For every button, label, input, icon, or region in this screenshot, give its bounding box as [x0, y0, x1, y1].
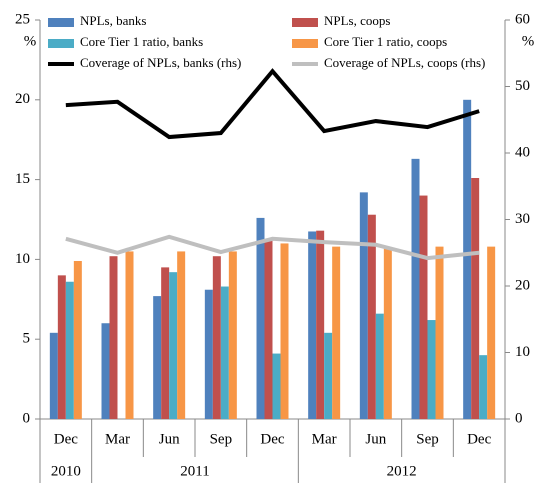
legend-label: Coverage of NPLs, banks (rhs): [80, 55, 241, 70]
year-label: 2012: [387, 463, 417, 479]
bar: [471, 178, 480, 419]
bar: [73, 260, 82, 419]
bar: [65, 281, 74, 419]
bar: [280, 243, 289, 419]
bar: [359, 192, 368, 419]
legend-swatch: [292, 18, 318, 27]
y2-tick-label: 60: [515, 11, 530, 27]
y2-tick-label: 40: [515, 144, 530, 160]
y2-tick-label: 20: [515, 277, 530, 293]
x-tick-label: Sep: [210, 431, 233, 447]
bar: [264, 240, 273, 419]
x-tick-label: Mar: [312, 431, 337, 447]
x-tick-label: Sep: [416, 431, 439, 447]
legend-swatch: [48, 18, 74, 27]
x-tick-label: Dec: [260, 431, 284, 447]
y2-unit: %: [522, 33, 535, 49]
line-series: [65, 68, 480, 140]
bar: [411, 158, 420, 420]
y2-tick-label: 0: [515, 410, 523, 426]
y2-tick-label: 50: [515, 78, 530, 94]
y-tick-label: 10: [15, 251, 30, 267]
y-tick-label: 5: [23, 331, 31, 347]
bar: [435, 246, 444, 419]
bar: [177, 251, 186, 419]
bar: [272, 353, 281, 419]
y-tick-label: 15: [15, 171, 30, 187]
y2-tick-label: 10: [515, 344, 530, 360]
bar: [220, 286, 229, 419]
bar: [316, 230, 325, 419]
bar: [256, 217, 265, 419]
x-tick-label: Jun: [159, 431, 180, 447]
bar: [125, 251, 134, 419]
bar: [479, 355, 488, 419]
bar: [324, 332, 333, 419]
legend-label: Coverage of NPLs, coops (rhs): [324, 55, 485, 70]
bar: [109, 256, 118, 419]
bar: [228, 251, 237, 419]
bar: [308, 231, 317, 419]
bar: [153, 296, 162, 419]
bar: [419, 195, 428, 419]
bar: [383, 248, 392, 419]
y-tick-label: 20: [15, 91, 30, 107]
y2-tick-label: 30: [515, 211, 530, 227]
bar: [57, 275, 66, 419]
legend-label: NPLs, coops: [324, 13, 390, 28]
bar: [101, 323, 110, 419]
year-label: 2011: [180, 463, 209, 479]
bar: [204, 289, 213, 419]
bar: [427, 320, 436, 419]
x-tick-label: Dec: [467, 431, 491, 447]
bar: [161, 267, 170, 419]
bar: [332, 246, 341, 419]
bar: [367, 214, 376, 419]
legend-label: Core Tier 1 ratio, coops: [324, 34, 447, 49]
bar: [463, 99, 472, 420]
year-label: 2010: [51, 463, 81, 479]
bar: [169, 272, 178, 419]
bar: [487, 246, 496, 419]
y-tick-label: 25: [15, 11, 30, 27]
y-tick-label: 0: [23, 410, 31, 426]
legend-swatch: [48, 39, 74, 48]
bar: [49, 332, 58, 419]
legend-label: Core Tier 1 ratio, banks: [80, 34, 203, 49]
x-tick-label: Dec: [54, 431, 78, 447]
line-series: [65, 234, 480, 261]
y-unit: %: [24, 33, 37, 49]
legend-label: NPLs, banks: [80, 13, 146, 28]
bar: [212, 256, 221, 419]
x-tick-label: Mar: [105, 431, 130, 447]
bar: [375, 313, 384, 419]
legend-swatch: [292, 39, 318, 48]
x-tick-label: Jun: [365, 431, 386, 447]
